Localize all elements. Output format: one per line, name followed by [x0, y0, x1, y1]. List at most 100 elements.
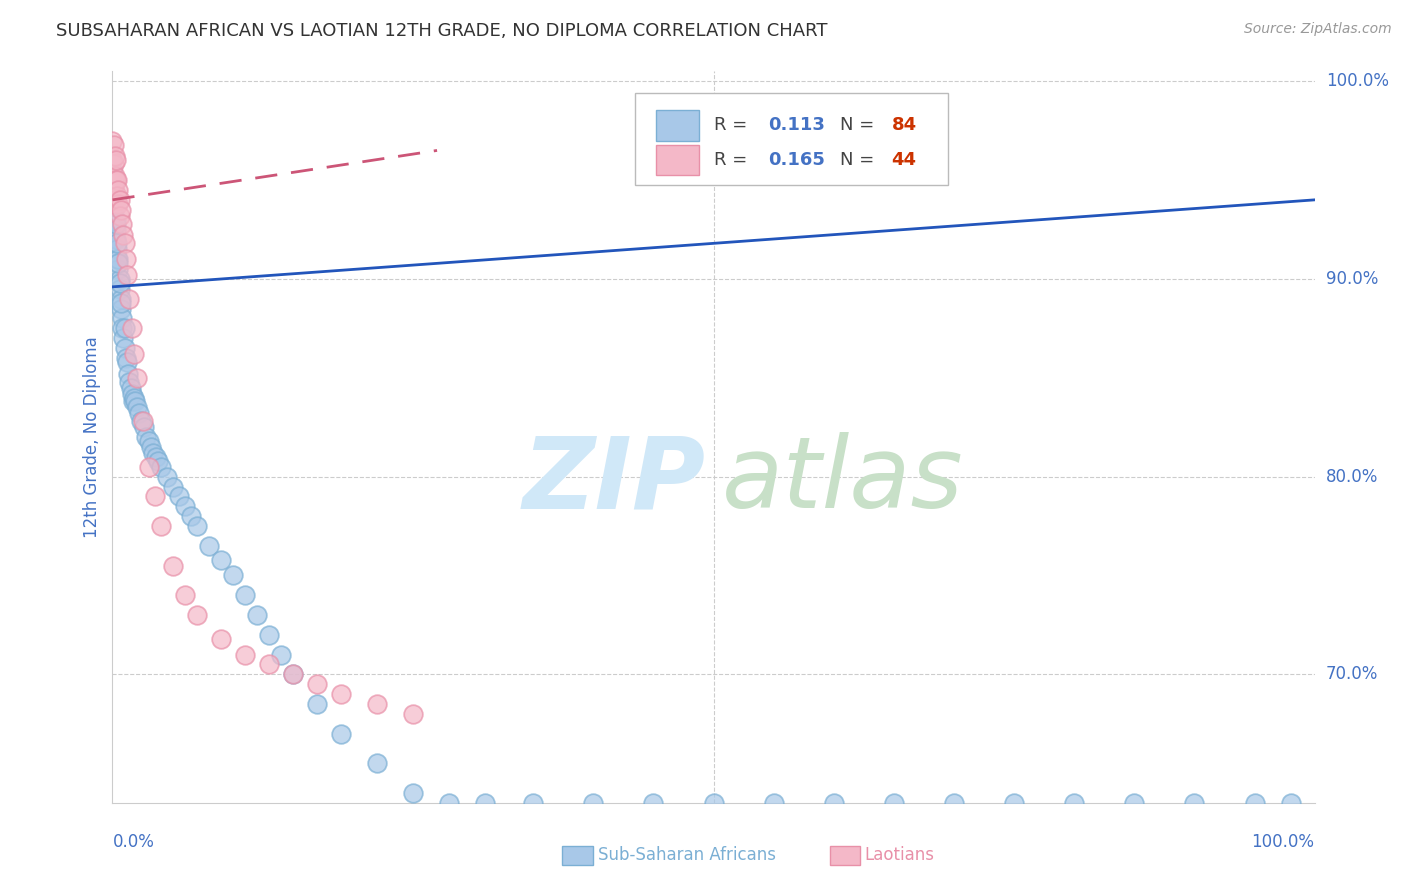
Point — [118, 375, 141, 389]
Point — [107, 252, 129, 267]
Point — [114, 236, 136, 251]
Point — [101, 134, 124, 148]
Point — [329, 687, 352, 701]
Point — [437, 796, 460, 810]
Point — [105, 153, 128, 168]
Point — [257, 657, 280, 672]
Point — [111, 321, 134, 335]
Text: Source: ZipAtlas.com: Source: ZipAtlas.com — [1244, 22, 1392, 37]
Point — [112, 228, 135, 243]
Point — [105, 252, 128, 267]
Bar — [655, 110, 699, 141]
Point — [114, 252, 136, 267]
Text: 100.0%: 100.0% — [1326, 72, 1389, 90]
Point — [270, 648, 292, 662]
Point — [114, 321, 136, 335]
Point — [117, 367, 139, 381]
Point — [366, 756, 388, 771]
Point — [118, 292, 141, 306]
Point — [111, 311, 134, 326]
Point — [162, 479, 184, 493]
Point — [103, 157, 125, 171]
Point — [103, 189, 125, 203]
Point — [104, 212, 127, 227]
Point — [305, 677, 328, 691]
FancyBboxPatch shape — [636, 94, 948, 185]
Point — [108, 193, 131, 207]
Text: 90.0%: 90.0% — [1326, 270, 1378, 288]
Point — [105, 173, 128, 187]
Point — [149, 459, 172, 474]
Point — [101, 163, 124, 178]
Point — [883, 796, 905, 810]
Point — [121, 321, 143, 335]
Y-axis label: 12th Grade, No Diploma: 12th Grade, No Diploma — [83, 336, 101, 538]
Point — [139, 440, 162, 454]
Point — [105, 236, 128, 251]
Point — [1243, 796, 1265, 810]
Point — [1279, 796, 1302, 810]
Point — [125, 401, 148, 415]
Point — [104, 193, 127, 207]
Point — [762, 796, 785, 810]
Point — [105, 242, 128, 256]
Point — [111, 217, 134, 231]
Point — [257, 628, 280, 642]
Point — [107, 262, 129, 277]
Text: 0.165: 0.165 — [768, 151, 824, 169]
Point — [702, 796, 725, 810]
Point — [103, 137, 125, 152]
Point — [101, 153, 124, 168]
Text: 0.0%: 0.0% — [112, 833, 155, 851]
Point — [105, 173, 128, 187]
Point — [107, 256, 129, 270]
Point — [197, 539, 219, 553]
Point — [103, 173, 125, 187]
Point — [186, 519, 208, 533]
Point — [474, 796, 496, 810]
Point — [942, 796, 965, 810]
Text: 0.113: 0.113 — [768, 117, 824, 135]
Text: N =: N = — [839, 151, 880, 169]
Point — [115, 355, 138, 369]
Point — [146, 454, 169, 468]
Text: R =: R = — [713, 151, 752, 169]
Point — [233, 588, 256, 602]
Point — [143, 489, 166, 503]
Point — [122, 391, 145, 405]
Point — [124, 394, 146, 409]
Text: 44: 44 — [891, 151, 917, 169]
Point — [105, 193, 128, 207]
Point — [122, 347, 145, 361]
Point — [643, 796, 665, 810]
Text: Laotians: Laotians — [865, 846, 935, 863]
Point — [522, 796, 544, 810]
Point — [402, 786, 425, 800]
Point — [103, 183, 125, 197]
Point — [104, 185, 127, 199]
Point — [1002, 796, 1025, 810]
Point — [114, 351, 136, 365]
Text: 70.0%: 70.0% — [1326, 665, 1378, 683]
Point — [209, 632, 232, 646]
Point — [281, 667, 304, 681]
Point — [110, 292, 132, 306]
Point — [104, 232, 127, 246]
Text: 84: 84 — [891, 117, 917, 135]
Point — [104, 169, 127, 183]
Point — [104, 149, 127, 163]
Point — [105, 232, 128, 246]
Point — [120, 381, 142, 395]
Point — [125, 371, 148, 385]
Point — [105, 217, 128, 231]
Point — [135, 430, 157, 444]
Point — [209, 552, 232, 566]
Point — [128, 406, 150, 420]
Point — [162, 558, 184, 573]
Point — [110, 202, 132, 217]
Point — [1063, 796, 1085, 810]
Point — [173, 588, 195, 602]
Point — [110, 301, 132, 316]
Text: 80.0%: 80.0% — [1326, 467, 1378, 485]
Bar — [655, 145, 699, 175]
